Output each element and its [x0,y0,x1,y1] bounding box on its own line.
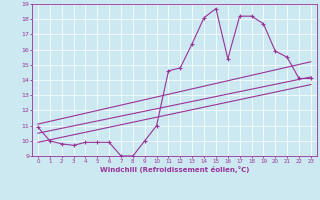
X-axis label: Windchill (Refroidissement éolien,°C): Windchill (Refroidissement éolien,°C) [100,166,249,173]
